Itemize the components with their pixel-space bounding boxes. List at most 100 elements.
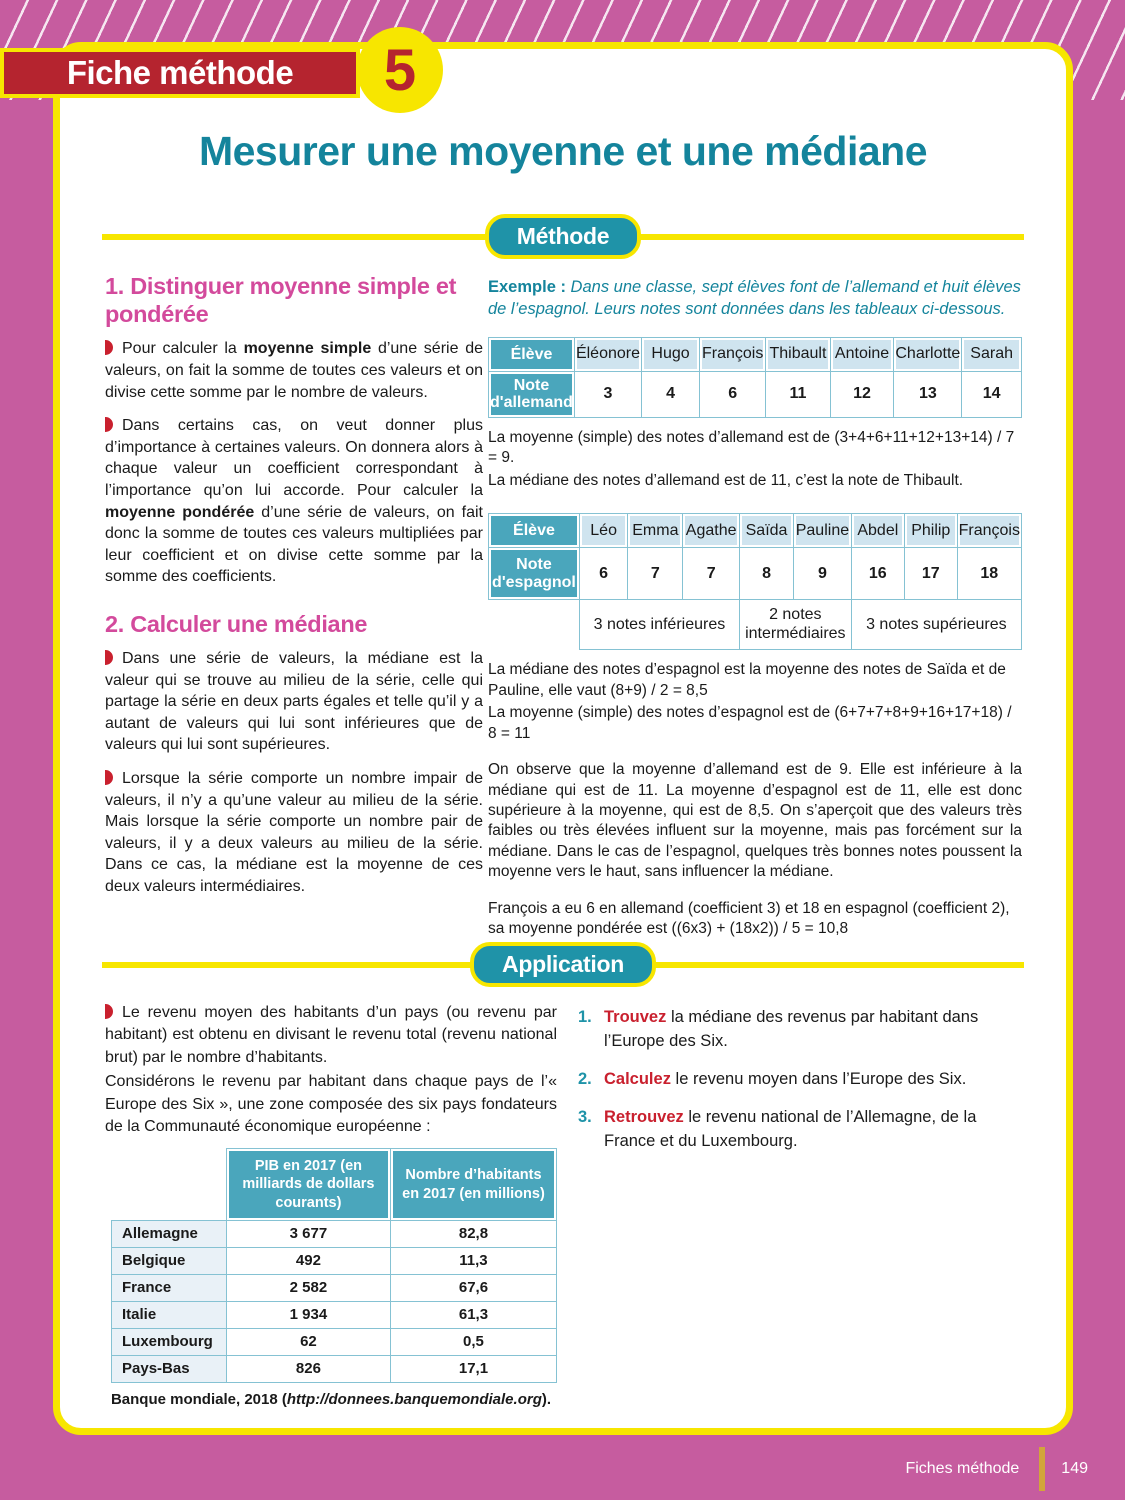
student-cell: Sarah	[961, 336, 1022, 372]
pib-value-cell: 2 582	[225, 1273, 391, 1302]
table-notes-espagnol: Élève Léo Emma Agathe Saïda Pauline Abde…	[488, 513, 1023, 651]
francois-paragraph: François a eu 6 en allemand (coefficient…	[488, 899, 1010, 938]
text-run: Le revenu moyen des habitants d’un pays …	[105, 1004, 557, 1066]
bullet-icon	[105, 340, 113, 356]
table-row: Pays-Bas 826 17,1	[111, 1354, 558, 1383]
pib-value-cell: 3 677	[225, 1219, 391, 1248]
table-row: France 2 582 67,6	[111, 1273, 558, 1302]
table-row: Note d'espagnol 6 7 7 8 9 16 17 18	[488, 547, 1023, 601]
table-row: Note d'allemand 3 4 6 11 12 13 14	[488, 370, 1022, 418]
student-cell: Éléonore	[573, 336, 642, 372]
content-card	[53, 42, 1073, 1435]
table-row: Allemagne 3 677 82,8	[111, 1219, 558, 1248]
fiche-number-badge: 5	[357, 27, 443, 113]
application-intro-1: Le revenu moyen des habitants d’un pays …	[105, 1002, 557, 1069]
header-cell-note-espagnol: Note d'espagnol	[488, 547, 580, 601]
observation-paragraph: On observe que la moyenne d’allemand est…	[488, 761, 1022, 881]
question-keyword: Retrouvez	[604, 1107, 684, 1126]
student-cell: Charlotte	[893, 336, 963, 372]
habitants-header-cell: Nombre d’habitants en 2017 (en millions)	[389, 1148, 558, 1221]
question-number: 1.	[578, 1008, 592, 1026]
student-cell: Pauline	[793, 513, 852, 549]
note-cell: 4	[640, 370, 701, 418]
application-pill: Application	[470, 942, 656, 987]
espagnol-mediane-note: La médiane des notes d’espagnol est la m…	[488, 661, 1006, 699]
country-cell: Italie	[111, 1300, 227, 1329]
section-heading-2: 2. Calculer une médiane	[105, 610, 368, 637]
fiche-number: 5	[383, 37, 417, 103]
note-cell: 6	[578, 547, 629, 601]
country-cell: Belgique	[111, 1246, 227, 1275]
fiche-methode-banner: Fiche méthode	[0, 48, 360, 98]
question-text: Calculez le revenu moyen dans l’Europe d…	[604, 1068, 966, 1092]
page-footer: Fiches méthode 149	[905, 1446, 1088, 1492]
text-run: Lorsque la série comporte un nombre impa…	[105, 770, 483, 896]
note-cell: 17	[903, 547, 958, 601]
note-cell: 18	[956, 547, 1023, 601]
note-cell: 16	[850, 547, 905, 601]
question-item-2: 2. Calculez le revenu moyen dans l’Europ…	[578, 1068, 1024, 1092]
habitants-value-cell: 67,6	[389, 1273, 558, 1302]
question-text: Retrouvez le revenu national de l’Allema…	[604, 1106, 1024, 1154]
student-cell: Emma	[627, 513, 684, 549]
paragraph-mediane-def: Dans une série de valeurs, la médiane es…	[105, 648, 483, 756]
table-source-caption: Banque mondiale, 2018 (http://donnees.ba…	[105, 1391, 557, 1408]
habitants-value-cell: 0,5	[389, 1327, 558, 1356]
page-number: 149	[1061, 1460, 1088, 1477]
text-run: Pour calculer la	[122, 340, 244, 358]
exemple-paragraph: Exemple : Dans une classe, sept élèves f…	[488, 276, 1022, 321]
table-row: Luxembourg 62 0,5	[111, 1327, 558, 1356]
question-number: 3.	[578, 1107, 592, 1126]
note-cell: 7	[627, 547, 684, 601]
note-cell: 9	[793, 547, 852, 601]
exemple-text: Dans une classe, sept élèves font de l’a…	[488, 278, 1021, 319]
exemple-label: Exemple :	[488, 278, 566, 296]
student-cell: François	[699, 336, 767, 372]
group-cell-inferieures: 3 notes inférieures	[578, 599, 740, 651]
table-pib: PIB en 2017 (en milliards de dollars cou…	[111, 1148, 558, 1383]
bullet-icon	[105, 1004, 113, 1019]
note-cell: 6	[699, 370, 767, 418]
bullet-icon	[105, 417, 113, 433]
section-heading-1: 1. Distinguer moyenne simple et pondérée	[105, 273, 457, 328]
habitants-value-cell: 17,1	[389, 1354, 558, 1383]
allemand-mediane-note: La médiane des notes d’allemand est de 1…	[488, 471, 964, 489]
student-cell: Saïda	[738, 513, 795, 549]
source-url: http://donnees.banquemondiale.org	[286, 1390, 542, 1408]
text-run: d’une série de valeurs, on fait la somme…	[105, 340, 484, 401]
table-notes-allemand: Élève Éléonore Hugo François Thibault An…	[488, 336, 1022, 418]
paragraph-moyenne-ponderee: Dans certains cas, on veut donner plus d…	[105, 415, 483, 588]
table-row: Italie 1 934 61,3	[111, 1300, 558, 1329]
empty-corner-cell	[112, 1149, 227, 1220]
question-keyword: Calculez	[604, 1069, 671, 1088]
footer-divider-bar	[1039, 1447, 1046, 1491]
question-item-3: 3. Retrouvez le revenu national de l’All…	[578, 1106, 1024, 1154]
table-row: Élève Léo Emma Agathe Saïda Pauline Abde…	[488, 513, 1023, 549]
paragraph-moyenne-simple: Pour calculer la moyenne simple d’une sé…	[105, 338, 483, 403]
habitants-value-cell: 61,3	[389, 1300, 558, 1329]
note-cell: 7	[682, 547, 740, 601]
student-cell: Léo	[578, 513, 629, 549]
country-cell: Pays-Bas	[111, 1354, 227, 1383]
student-cell: Philip	[903, 513, 958, 549]
note-cell: 11	[765, 370, 831, 418]
group-cell-intermediaires: 2 notes intermédiaires	[738, 599, 852, 651]
student-cell: Thibault	[765, 336, 831, 372]
banner-label: Fiche méthode	[66, 54, 294, 91]
header-cell-eleve: Élève	[488, 336, 575, 372]
pib-value-cell: 492	[225, 1246, 391, 1275]
text-run-bold: moyenne simple	[243, 340, 372, 358]
text-run: d’une série de valeurs, on fait donc la …	[105, 503, 483, 586]
text-run: Banque mondiale, 2018 (	[110, 1390, 287, 1408]
student-cell: Hugo	[640, 336, 701, 372]
text-run: ).	[541, 1390, 552, 1408]
bullet-icon	[105, 650, 113, 666]
application-left-column: Le revenu moyen des habitants d’un pays …	[105, 1002, 558, 1408]
methode-pill: Méthode	[484, 214, 642, 259]
pib-value-cell: 1 934	[225, 1300, 391, 1329]
methode-section-header: Méthode	[60, 214, 1066, 259]
student-cell: Antoine	[829, 336, 895, 372]
text-run: le revenu moyen dans l’Europe des Six.	[670, 1069, 967, 1088]
table-row: Élève Éléonore Hugo François Thibault An…	[488, 336, 1022, 372]
